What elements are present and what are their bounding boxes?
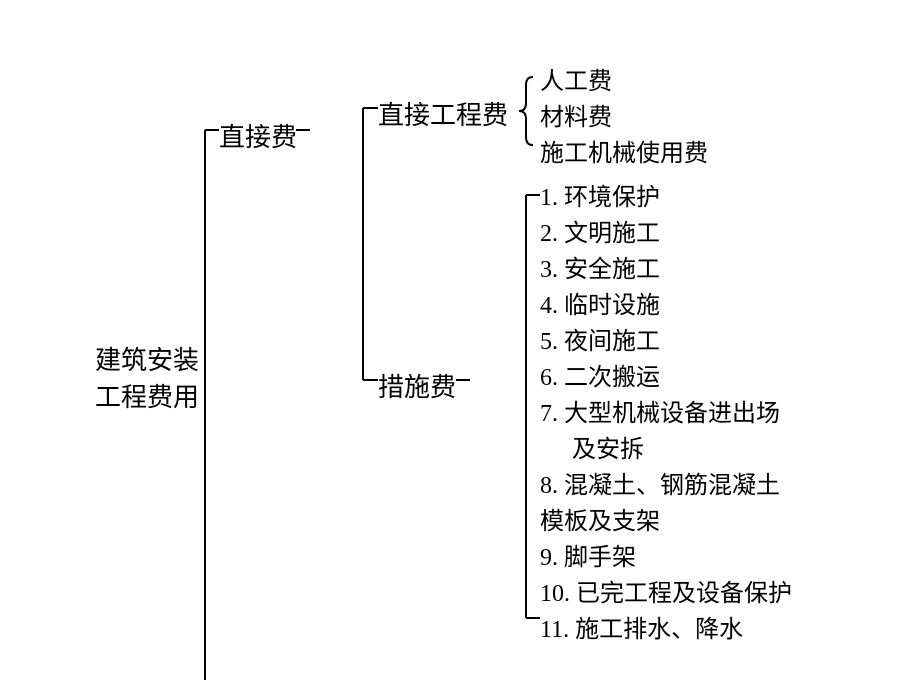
measure-item-5: 5. 夜间施工 xyxy=(540,324,792,360)
measure-item-7b: 及安拆 xyxy=(540,432,792,468)
direct-item-2: 材料费 xyxy=(540,100,708,136)
measure-item-8a: 8. 混凝土、钢筋混凝土 xyxy=(540,468,792,504)
measure-item-1: 1. 环境保护 xyxy=(540,180,792,216)
root-line2: 工程费用 xyxy=(95,377,199,414)
direct-project-items: 人工费 材料费 施工机械使用费 xyxy=(540,64,708,172)
measure-item-9: 9. 脚手架 xyxy=(540,540,792,576)
direct-fee-node: 直接费 xyxy=(219,117,297,154)
measure-item-3: 3. 安全施工 xyxy=(540,252,792,288)
root-node: 建筑安装 工程费用 xyxy=(95,340,199,414)
measure-item-11: 11. 施工排水、降水 xyxy=(540,612,792,648)
measure-item-6: 6. 二次搬运 xyxy=(540,360,792,396)
measure-fee-node: 措施费 xyxy=(378,367,456,404)
measure-item-2: 2. 文明施工 xyxy=(540,216,792,252)
measure-items: 1. 环境保护 2. 文明施工 3. 安全施工 4. 临时设施 5. 夜间施工 … xyxy=(540,180,792,648)
direct-item-1: 人工费 xyxy=(540,64,708,100)
measure-item-7a: 7. 大型机械设备进出场 xyxy=(540,396,792,432)
root-line1: 建筑安装 xyxy=(95,340,199,377)
measure-item-4: 4. 临时设施 xyxy=(540,288,792,324)
measure-item-10: 10. 已完工程及设备保护 xyxy=(540,576,792,612)
measure-item-8b: 模板及支架 xyxy=(540,504,792,540)
direct-item-3: 施工机械使用费 xyxy=(540,136,708,172)
direct-project-fee-node: 直接工程费 xyxy=(378,95,508,132)
